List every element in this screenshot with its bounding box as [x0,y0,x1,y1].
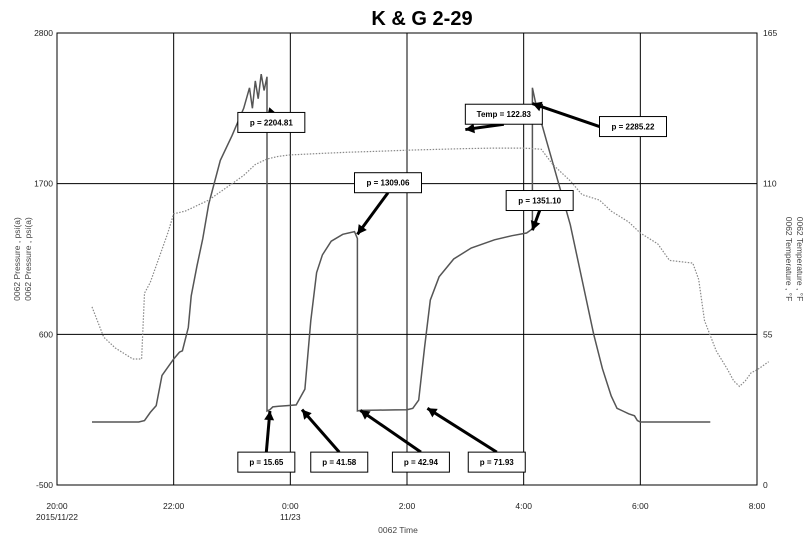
annotation-box [505,190,574,212]
annotation-arrowhead [357,224,367,235]
left-axis-label-1: 0062 Pressure , psi(a) [12,217,22,301]
right-tick-label: 165 [763,28,777,38]
annotation-label: p = 15.65 [249,458,284,467]
plot-frame [56,32,758,486]
annotation-box [237,111,306,133]
annotation-layer: p = 2204.81 Temp = 122.83 p = 2285.22 p = 1… [237,101,667,473]
annotation-box [237,451,296,473]
chart-title: K & G 2-29 [371,8,472,30]
x-tick-label: 20:00 [46,501,68,511]
x-tick-label: 4:00 [515,501,532,511]
x-tick-sublabel: 2015/11/22 [36,512,78,522]
series-line [91,147,770,388]
annotation-box [467,451,526,473]
left-tick-label: 1700 [34,179,53,189]
x-tick-sublabel: 11/23 [280,512,301,522]
left-axis-ticks: -500 600 1700 2800 [34,28,53,490]
right-axis-ticks: 0 55 110 165 [763,28,777,490]
annotation-arrowhead [532,101,543,112]
annotation-arrow [359,409,422,454]
x-tick-label: 6:00 [632,501,649,511]
x-tick-label: 0:00 [282,501,299,511]
annotation-label: Temp = 122.83 [477,110,532,119]
annotation-box [354,172,422,194]
x-tick-label: 8:00 [749,501,766,511]
annotation-arrowhead [302,409,312,420]
annotation-label: p = 41.58 [322,458,357,467]
annotation-label: p = 1351.10 [518,197,561,206]
annotation-box [464,103,543,125]
left-tick-label: -500 [36,480,53,490]
left-tick-label: 2800 [34,28,53,38]
annotation-arrow [300,408,341,454]
annotation-box [310,451,369,473]
x-axis-label: 0062 Time [378,525,418,535]
series-layer [91,73,770,423]
left-axis-label-2: 0062 Pressure , psi(a) [23,217,33,301]
annotation-arrowhead [360,410,371,420]
left-tick-label: 600 [39,329,53,339]
grid [57,33,757,485]
annotation-label: p = 1309.06 [367,179,410,188]
annotation-label: p = 71.93 [480,458,515,467]
annotation-label: p = 2204.81 [250,118,293,127]
annotation-label: p = 42.94 [404,458,439,467]
annotation-arrowhead [530,220,541,231]
right-axis-label-1: 0062 Temperature , °F [784,217,794,302]
right-tick-label: 0 [763,480,768,490]
right-axis-label-2: 0062 Temperature , °F [795,217,805,302]
annotation-arrowhead [264,411,275,421]
annotation-label: p = 2285.22 [612,123,655,132]
right-tick-label: 110 [763,179,777,189]
annotation-arrowhead [465,123,475,134]
x-tick-label: 2:00 [399,501,416,511]
annotation-box [391,451,450,473]
right-tick-label: 55 [763,329,773,339]
annotation-arrow [531,102,600,128]
annotation-arrowhead [427,408,438,418]
annotation-arrow [426,407,498,454]
annotation-box [599,116,667,138]
x-tick-label: 22:00 [163,501,185,511]
